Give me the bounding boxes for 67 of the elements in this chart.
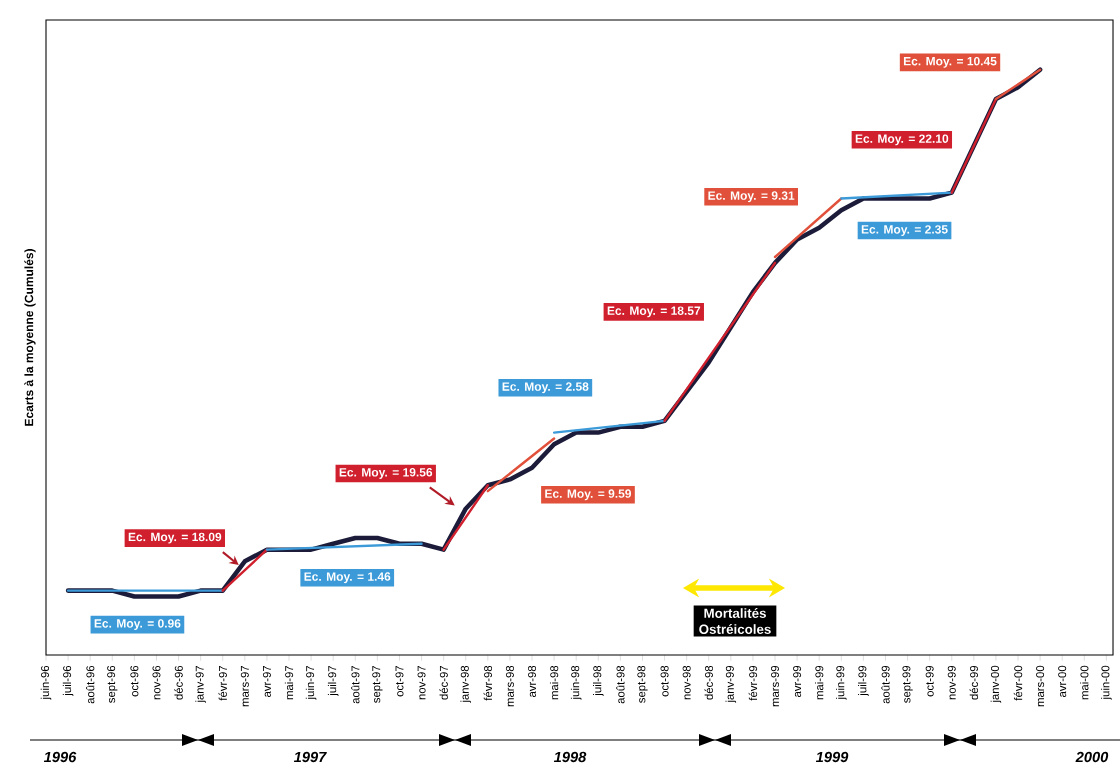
x-tick-label: juil-97 — [327, 665, 339, 696]
x-tick-label: févr-97 — [218, 665, 227, 701]
text: Ec. Moy. = 1.46 — [304, 572, 391, 584]
text: Ec. Moy. = 9.31 — [708, 191, 795, 203]
x-tick-label: juil-96 — [62, 665, 74, 696]
text: Ec. Moy. = 0.96 — [94, 619, 181, 631]
x-tick-label: nov-97 — [417, 665, 426, 700]
text: Ec. Moy. = 19.56 — [339, 468, 433, 479]
text: 1996 — [43, 751, 77, 763]
x-tick-label: avr-00 — [1058, 665, 1067, 698]
x-tick-label: nov-98 — [682, 665, 691, 700]
x-tick-label: janv-99 — [725, 665, 737, 703]
x-tick-label: sept-99 — [902, 665, 913, 703]
x-tick-label: août-97 — [351, 665, 360, 704]
x-tick-label: juin-98 — [570, 665, 582, 700]
x-tick-label: oct-96 — [130, 665, 139, 697]
text: 2000 — [1075, 751, 1109, 763]
text: Ec. Moy. = 18.57 — [607, 306, 701, 318]
x-tick-label: mars-00 — [1036, 665, 1045, 707]
x-tick-label: juin-97 — [305, 665, 317, 700]
text: Ec. Moy. = 10.45 — [903, 56, 997, 68]
x-tick-label: sept-98 — [637, 665, 648, 703]
x-tick-label: sept-96 — [107, 665, 118, 703]
x-tick-label: avr-99 — [793, 665, 802, 698]
x-tick-label: juil-98 — [593, 665, 604, 696]
text: 1997 — [293, 751, 327, 763]
text: 1998 — [553, 751, 587, 763]
x-tick-label: sept-97 — [372, 665, 383, 703]
x-tick-label: mars-97 — [240, 665, 249, 707]
x-tick-label: déc-96 — [174, 665, 183, 700]
x-tick-label: août-96 — [85, 665, 95, 704]
x-tick-label: oct-98 — [660, 665, 669, 697]
x-tick-label: mai-00 — [1080, 665, 1089, 700]
x-tick-label: févr-98 — [483, 665, 493, 701]
x-tick-label: août-98 — [616, 665, 625, 704]
x-tick-label: janv-97 — [195, 665, 206, 703]
x-tick-label: août-99 — [881, 665, 890, 704]
x-tick-label: mai-98 — [549, 665, 559, 700]
annotation: Mortalités Ostréicoles — [699, 608, 771, 634]
x-tick-label: déc-98 — [704, 665, 713, 700]
x-tick-label: janv-00 — [990, 665, 1002, 703]
x-tick-label: oct-99 — [925, 665, 934, 697]
x-tick-label: mai-99 — [815, 665, 824, 700]
x-tick-label: déc-97 — [439, 665, 448, 700]
x-tick-label: févr-99 — [748, 665, 758, 701]
x-tick-label: nov-96 — [152, 665, 161, 700]
x-tick-label: déc-99 — [969, 665, 979, 700]
x-tick-label: mai-97 — [284, 665, 294, 700]
text: 1999 — [815, 751, 849, 763]
x-tick-label: févr-00 — [1013, 665, 1023, 701]
text: Ec. Moy. = 9.59 — [545, 489, 632, 501]
x-tick-label: janv-98 — [460, 665, 472, 703]
series-label: Ec. Moy. = 22.10 — [855, 134, 949, 146]
y-axis-title: Ecarts à la moyenne (Cumulés) — [24, 249, 36, 426]
x-tick-label: avr-98 — [528, 665, 537, 698]
text: Ec. Moy. = 18.09 — [128, 532, 222, 544]
x-tick-label: oct-97 — [395, 665, 404, 697]
x-tick-label: juin-96 — [40, 665, 52, 700]
x-tick-label: juin-99 — [836, 665, 847, 700]
text: Ec. Moy. = 2.35 — [861, 225, 948, 236]
x-tick-label: mars-99 — [771, 665, 780, 707]
x-tick-label: mars-98 — [505, 665, 514, 707]
x-tick-label: juin-00 — [1101, 665, 1112, 700]
x-tick-label: juil-99 — [858, 665, 869, 696]
x-tick-label: nov-99 — [947, 665, 956, 700]
text: Ec. Moy. = 2.58 — [502, 382, 589, 394]
x-tick-label: avr-97 — [262, 665, 271, 698]
